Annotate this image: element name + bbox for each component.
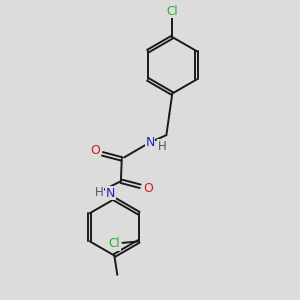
Text: Cl: Cl [167,5,178,18]
Text: Cl: Cl [108,237,120,250]
Text: H: H [95,186,104,199]
Text: O: O [143,182,153,195]
Text: O: O [90,144,100,157]
Text: H: H [158,140,166,153]
Text: N: N [106,187,115,200]
Text: N: N [145,136,155,149]
